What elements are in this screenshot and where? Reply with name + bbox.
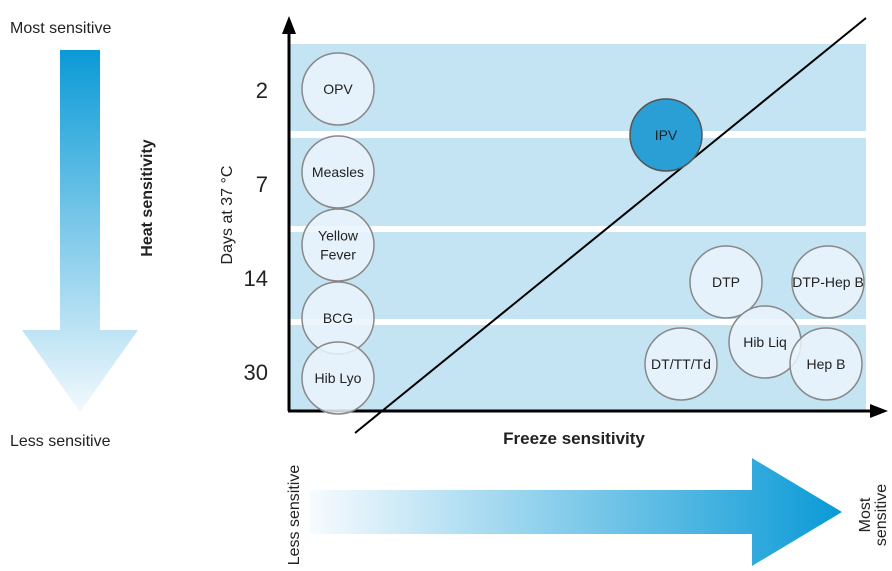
vaccine-bubbles: OPV Measles Yellow Fever BCG Hib Lyo IPV DTP DTP… (301, 52, 865, 415)
freeze-most-label: Most (857, 497, 874, 532)
vaccine-bubble-dtp: DTP (689, 245, 763, 319)
vaccine-label: Hep B (807, 356, 846, 372)
vaccine-bubble-bcg: BCG (301, 281, 375, 355)
band-7-days (289, 138, 866, 226)
x-axis-arrowhead (870, 404, 888, 418)
freeze-sensitive-label: sensitive (873, 484, 890, 546)
y-tick-7: 7 (256, 172, 268, 197)
vaccine-bubble-ipv: IPV (629, 98, 703, 172)
vaccine-label: Fever (320, 247, 356, 263)
vaccine-bubble-dtp-hep-b: DTP-Hep B (791, 245, 865, 319)
y-tick-2: 2 (256, 78, 268, 103)
vaccine-label: DTP (712, 274, 740, 290)
vaccine-bubble-yellow-fever: Yellow Fever (301, 208, 375, 282)
vaccine-label: DT/TT/Td (651, 356, 711, 372)
vaccine-circle (644, 327, 718, 401)
heat-sensitivity-arrow (22, 50, 138, 412)
heat-most-sensitive-label: Most sensitive (10, 20, 111, 37)
vaccine-label: Hib Lyo (315, 370, 362, 386)
vaccine-bubble-hep-b: Hep B (789, 327, 863, 401)
axes (282, 16, 888, 418)
vaccine-bubble-hib-liq: Hib Liq (728, 305, 802, 379)
vaccine-label: Hib Liq (743, 334, 787, 350)
vaccine-label: OPV (323, 81, 353, 97)
vaccine-label: DTP-Hep B (792, 274, 864, 290)
y-tick-14: 14 (244, 266, 268, 291)
y-axis-label: Days at 37 °C (219, 166, 236, 265)
vaccine-bubble-hib-lyo: Hib Lyo (301, 341, 375, 415)
y-axis-arrowhead (282, 16, 296, 34)
vaccine-circle (789, 327, 863, 401)
vaccine-label: BCG (323, 310, 353, 326)
vaccine-label: Yellow (318, 228, 359, 244)
vaccine-circle (301, 135, 375, 209)
vaccine-circle (301, 208, 375, 282)
vaccine-circle (301, 52, 375, 126)
freeze-less-sensitive-label: Less sensitive (286, 465, 303, 566)
y-tick-30: 30 (244, 360, 268, 385)
band-14-days (289, 232, 866, 319)
heat-sensitivity-title: Heat sensitivity (139, 139, 156, 256)
freeze-sensitivity-title: Freeze sensitivity (503, 429, 645, 448)
vaccine-circle (689, 245, 763, 319)
vaccine-label: Measles (312, 164, 364, 180)
vaccine-circle (301, 341, 375, 415)
heat-less-sensitive-label: Less sensitive (10, 433, 111, 450)
vaccine-bubble-measles: Measles (301, 135, 375, 209)
vaccine-circle (629, 98, 703, 172)
band-2-days (289, 44, 866, 131)
vaccine-circle (791, 245, 865, 319)
vaccine-label: IPV (655, 127, 678, 143)
vaccine-bubble-dt-tt-td: DT/TT/Td (644, 327, 718, 401)
freeze-sensitivity-arrow (310, 458, 842, 566)
diagonal-divider-line (354, 17, 867, 434)
vaccine-bubble-opv: OPV (301, 52, 375, 126)
